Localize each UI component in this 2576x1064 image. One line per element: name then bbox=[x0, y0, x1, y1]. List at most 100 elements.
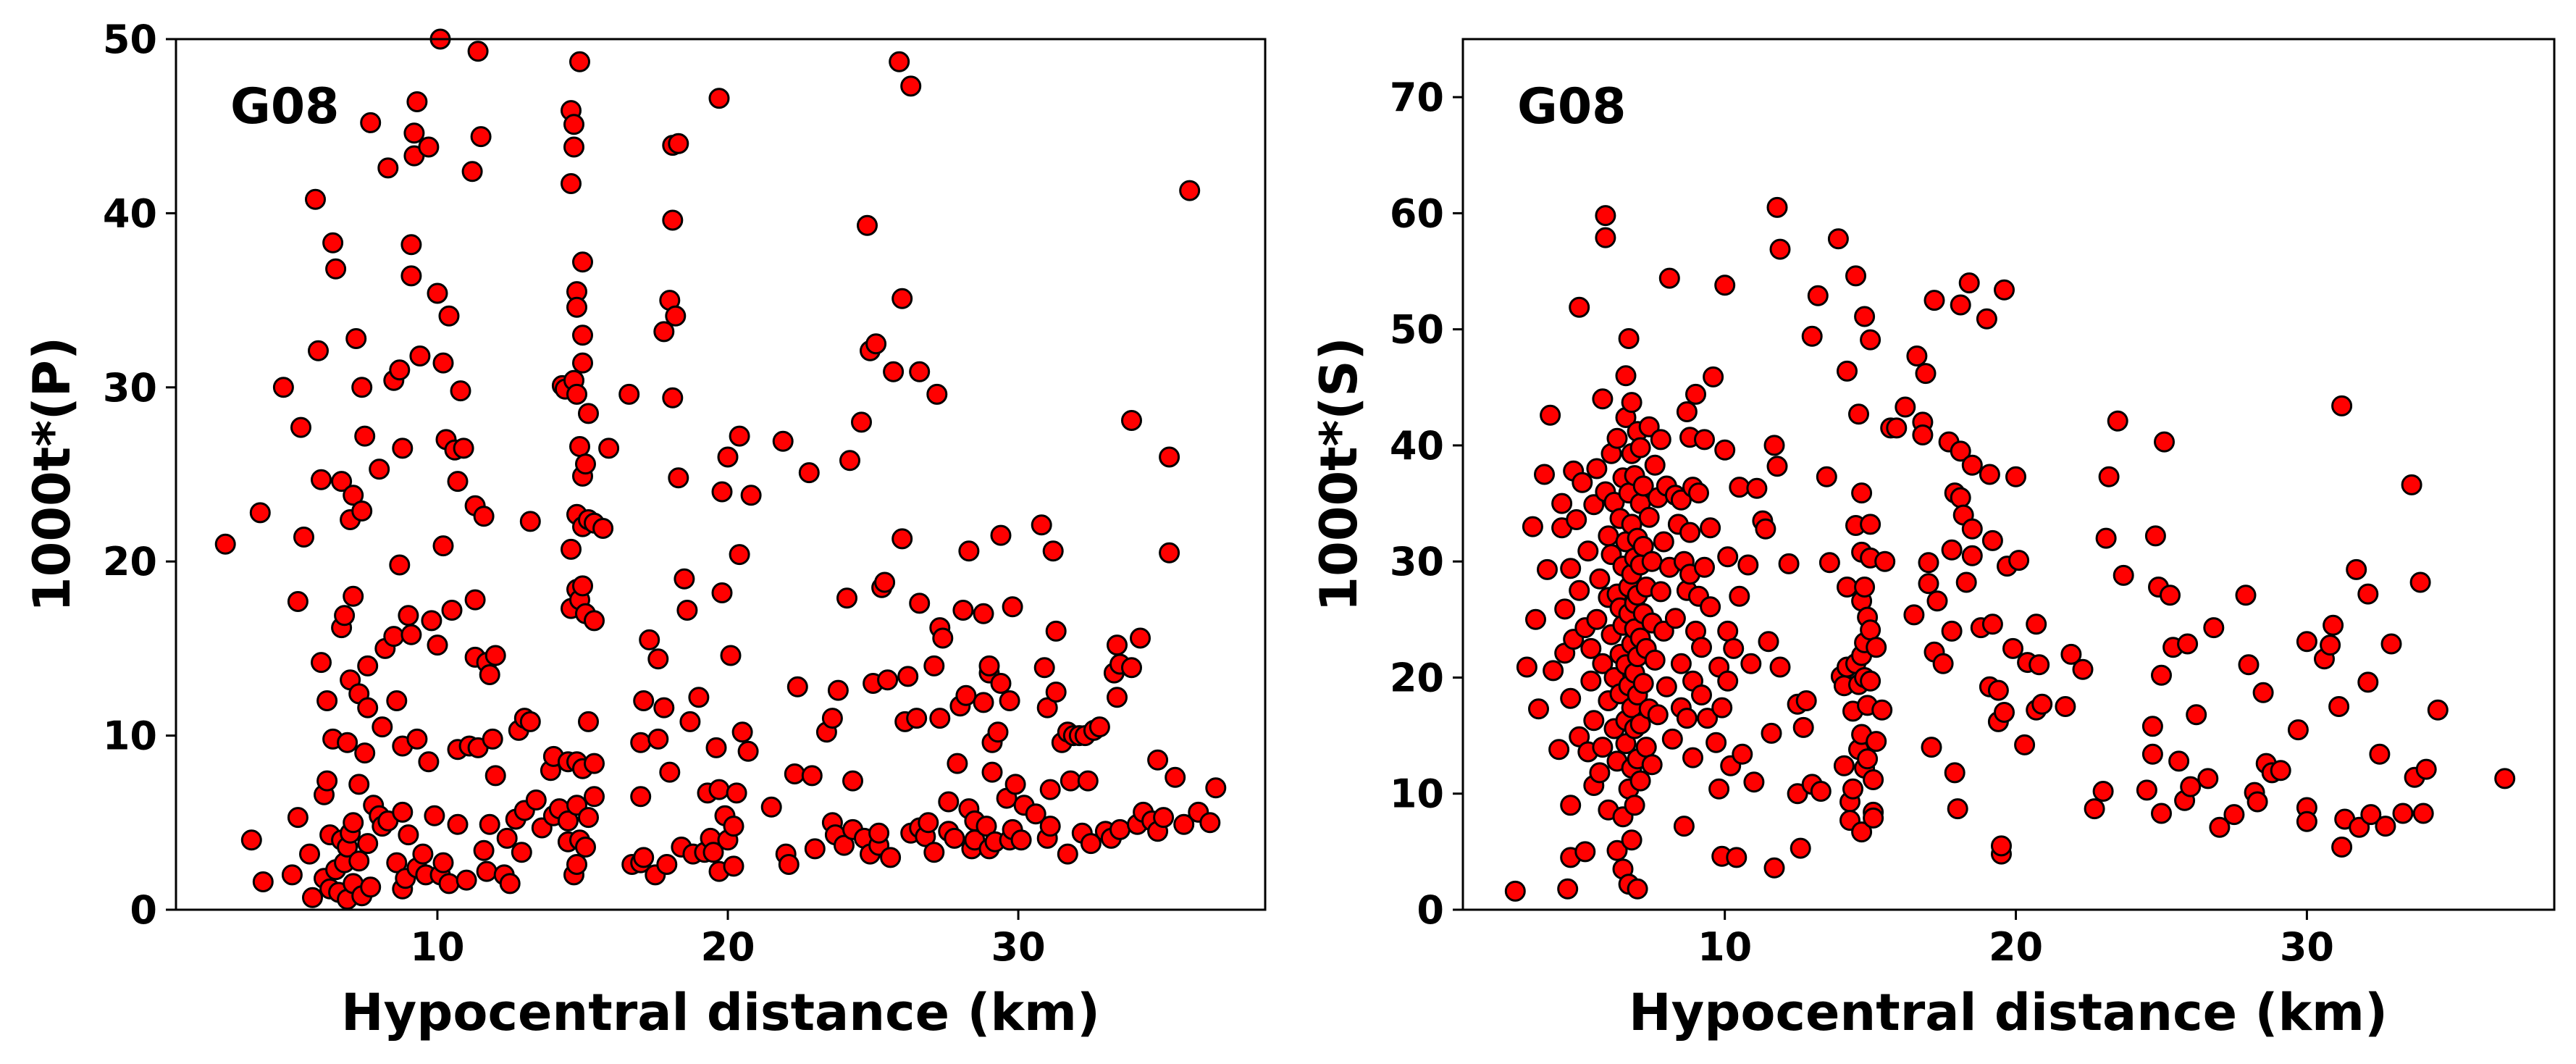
data-point bbox=[801, 765, 823, 787]
data-point bbox=[2008, 550, 2030, 571]
data-point bbox=[1522, 516, 1543, 537]
data-point bbox=[1994, 279, 2015, 301]
data-point bbox=[418, 136, 440, 158]
data-point bbox=[1173, 813, 1195, 835]
data-point bbox=[729, 544, 750, 566]
data-point bbox=[1057, 843, 1078, 865]
data-point bbox=[2375, 816, 2396, 837]
data-point bbox=[923, 842, 945, 863]
data-point bbox=[1586, 458, 1608, 479]
data-point bbox=[441, 600, 463, 621]
data-point bbox=[406, 91, 428, 112]
data-point bbox=[1694, 556, 1715, 578]
data-point bbox=[1557, 878, 1579, 900]
data-point bbox=[453, 437, 474, 459]
data-point bbox=[772, 430, 794, 452]
data-point bbox=[1159, 446, 1180, 468]
data-point bbox=[1036, 697, 1058, 719]
data-point bbox=[1147, 749, 1169, 771]
data-point bbox=[412, 843, 434, 865]
data-point bbox=[2415, 758, 2437, 780]
data-point bbox=[427, 282, 448, 304]
data-point bbox=[1641, 754, 1663, 776]
data-point bbox=[1653, 620, 1674, 642]
y-tick-label: 0 bbox=[1417, 887, 1444, 933]
data-point bbox=[1732, 743, 1753, 765]
data-point bbox=[447, 471, 469, 493]
data-point bbox=[496, 827, 518, 849]
data-point bbox=[1569, 296, 1590, 318]
data-point bbox=[1795, 690, 1817, 711]
data-point bbox=[377, 157, 399, 179]
data-point bbox=[2180, 776, 2202, 797]
x-tick-label: 10 bbox=[1698, 924, 1752, 970]
data-point bbox=[1860, 670, 1881, 692]
data-point bbox=[1726, 847, 1748, 868]
data-point bbox=[572, 324, 593, 346]
data-point bbox=[1895, 396, 1916, 418]
data-point bbox=[1743, 771, 1765, 793]
data-point bbox=[1763, 435, 1785, 456]
data-point bbox=[1589, 762, 1611, 784]
data-point bbox=[909, 592, 931, 614]
data-point bbox=[1592, 653, 1614, 674]
data-point bbox=[2203, 617, 2225, 639]
data-point bbox=[889, 51, 910, 72]
data-point bbox=[1627, 878, 1648, 900]
data-point bbox=[1199, 812, 1221, 834]
data-point bbox=[2287, 719, 2309, 741]
data-point bbox=[947, 753, 968, 774]
data-point bbox=[778, 854, 800, 875]
data-point bbox=[1860, 514, 1881, 535]
data-point bbox=[1664, 608, 1686, 629]
data-point bbox=[662, 387, 684, 409]
data-point bbox=[973, 692, 994, 713]
data-point bbox=[592, 518, 614, 539]
data-point bbox=[909, 361, 931, 382]
data-point bbox=[566, 296, 587, 318]
data-point bbox=[1656, 676, 1677, 698]
data-point bbox=[2177, 633, 2199, 655]
data-point bbox=[1595, 227, 1616, 248]
data-point bbox=[1002, 596, 1023, 618]
data-point bbox=[1551, 493, 1573, 514]
data-point bbox=[1595, 205, 1616, 227]
data-point bbox=[1658, 267, 1680, 289]
data-point bbox=[1994, 702, 2015, 723]
data-point bbox=[1981, 529, 2003, 551]
data-point bbox=[563, 136, 584, 158]
data-point bbox=[1031, 514, 1052, 536]
data-point bbox=[1673, 816, 1695, 837]
data-point bbox=[400, 265, 422, 287]
data-point bbox=[334, 605, 356, 627]
data-point bbox=[1923, 290, 1945, 311]
data-point bbox=[1088, 716, 1110, 738]
data-point bbox=[1941, 620, 1963, 642]
data-point bbox=[1685, 383, 1706, 405]
data-point bbox=[2168, 750, 2190, 772]
data-point bbox=[1915, 363, 1937, 385]
data-point bbox=[1769, 656, 1791, 678]
data-point bbox=[1676, 708, 1698, 729]
data-point bbox=[572, 352, 593, 374]
data-point bbox=[1635, 737, 1657, 758]
right-scatter-panel: 10 20 30 0 10 20 30 40 50 60 70 G08 Hypocentral d… bbox=[1309, 38, 2556, 1042]
data-point bbox=[731, 721, 753, 743]
data-point bbox=[1586, 608, 1608, 630]
data-point bbox=[1661, 728, 1683, 750]
data-point bbox=[1863, 807, 1884, 829]
data-point bbox=[981, 761, 1003, 783]
y-axis-label: 1000t*(S) bbox=[1309, 337, 1369, 611]
data-point bbox=[519, 511, 541, 532]
data-point bbox=[880, 847, 902, 868]
data-point bbox=[1746, 477, 1768, 499]
data-point bbox=[348, 774, 370, 795]
data-point bbox=[343, 585, 364, 607]
data-point bbox=[392, 801, 414, 823]
data-point bbox=[1644, 649, 1666, 671]
data-point bbox=[1981, 613, 2003, 635]
data-point bbox=[400, 234, 422, 256]
data-point bbox=[584, 786, 605, 808]
y-tick-label: 30 bbox=[103, 365, 157, 411]
